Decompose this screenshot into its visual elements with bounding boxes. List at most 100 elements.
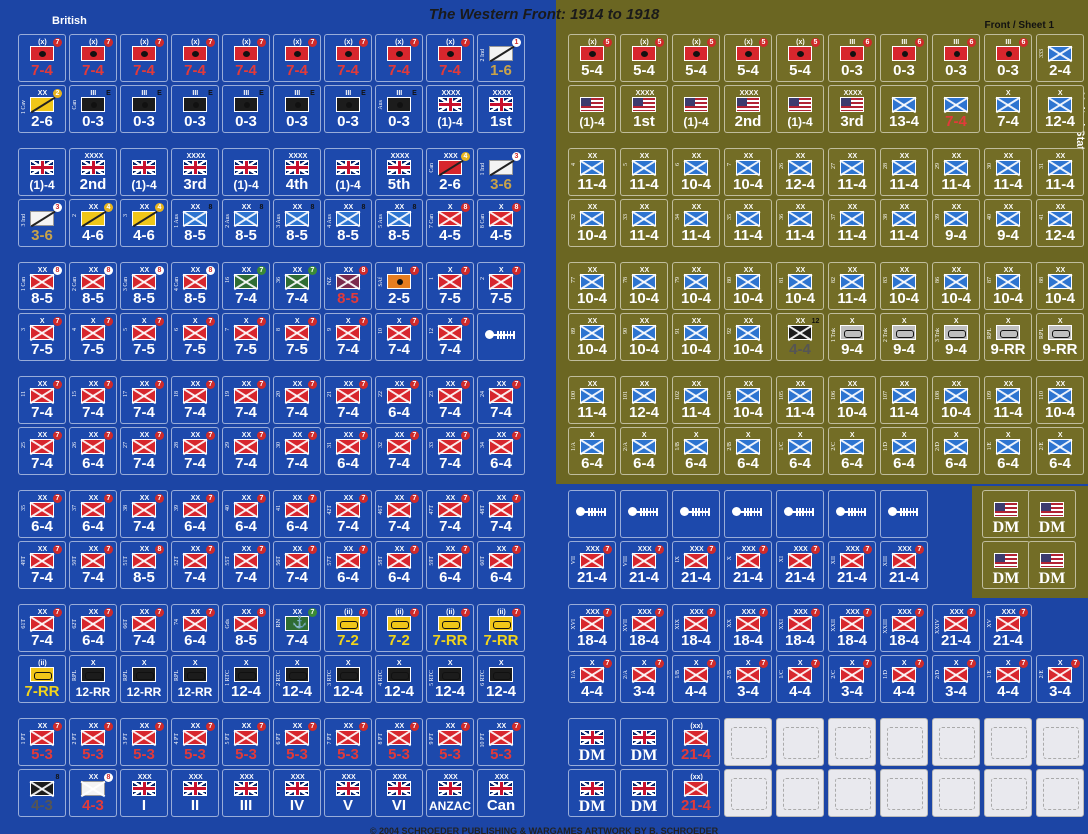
unit-counter[interactable]: XX 38 7 7-4 — [120, 490, 168, 538]
unit-counter[interactable]: XX 48T 7 7-4 — [477, 490, 525, 538]
unit-counter[interactable]: (x) 7 7-4 — [375, 34, 423, 82]
unit-counter[interactable]: XXXX 5th — [375, 148, 423, 196]
unit-counter[interactable]: XX 6 10-4 — [672, 148, 720, 196]
unit-counter[interactable]: XXX VIII 7 21-4 — [620, 541, 668, 589]
unit-counter[interactable]: XX 1 Aus 8 8-5 — [171, 199, 219, 247]
unit-counter[interactable]: XX 28 7 7-4 — [171, 427, 219, 475]
unit-counter[interactable]: XX 8 4-3 — [69, 769, 117, 817]
unit-counter[interactable]: XX 108 10-4 — [932, 376, 980, 424]
unit-counter[interactable]: X 1/A 7 4-4 — [568, 655, 616, 703]
unit-counter[interactable]: DM — [1028, 541, 1076, 589]
unit-counter[interactable]: X 1/A 6-4 — [568, 427, 616, 475]
unit-counter[interactable]: XX 16 7 7-4 — [222, 262, 270, 310]
blank-counter[interactable] — [724, 769, 772, 817]
unit-counter[interactable]: XX 41 7 6-4 — [273, 490, 321, 538]
blank-counter[interactable] — [932, 769, 980, 817]
unit-counter[interactable]: XX 58T 7 6-4 — [375, 541, 423, 589]
unit-counter[interactable]: III SAf 7 2-5 — [375, 262, 423, 310]
unit-counter[interactable]: DM — [1028, 490, 1076, 538]
unit-counter[interactable]: (x) 5 5-4 — [672, 34, 720, 82]
unit-counter[interactable]: DM — [568, 718, 616, 766]
unit-counter[interactable]: XX 10 PT 7 5-3 — [477, 718, 525, 766]
unit-counter[interactable]: XX 6 PT 7 5-3 — [273, 718, 321, 766]
unit-counter[interactable]: XX 80 10-4 — [724, 262, 772, 310]
unit-counter[interactable]: XX 81 10-4 — [776, 262, 824, 310]
unit-counter[interactable]: X 12 7 7-4 — [426, 313, 474, 361]
unit-counter[interactable]: XX 30 7 7-4 — [273, 427, 321, 475]
unit-counter[interactable]: XX 32 10-4 — [568, 199, 616, 247]
unit-counter[interactable]: XX 50T 7 7-4 — [69, 541, 117, 589]
unit-counter[interactable]: X 2/C 6-4 — [828, 427, 876, 475]
unit-counter[interactable]: XXXX 2nd — [724, 85, 772, 133]
unit-counter[interactable]: XXX Can 4 2-6 — [426, 148, 474, 196]
unit-counter[interactable]: XX 4 PT 7 5-3 — [171, 718, 219, 766]
unit-counter[interactable]: XX 37 7 6-4 — [69, 490, 117, 538]
unit-counter[interactable]: XXXX 2nd — [69, 148, 117, 196]
unit-counter[interactable]: X 1/B 7 4-4 — [672, 655, 720, 703]
unit-counter[interactable]: (1)-4 — [120, 148, 168, 196]
unit-counter[interactable]: XXX V — [324, 769, 372, 817]
unit-counter[interactable]: (x) 7 7-4 — [273, 34, 321, 82]
unit-counter[interactable]: (1)-4 — [324, 148, 372, 196]
unit-counter[interactable]: XXX II — [171, 769, 219, 817]
unit-counter[interactable]: (xx) 21-4 — [672, 718, 720, 766]
unit-counter[interactable]: XXX IV — [273, 769, 321, 817]
blank-counter[interactable] — [984, 769, 1032, 817]
unit-counter[interactable]: (x) 5 5-4 — [776, 34, 824, 82]
unit-counter[interactable]: XX 12 4-4 — [776, 313, 824, 361]
unit-counter[interactable]: XX 33 7 7-4 — [426, 427, 474, 475]
unit-counter[interactable]: XXX XVI 7 18-4 — [568, 604, 616, 652]
unit-counter[interactable]: XX 4 Can 8 8-5 — [171, 262, 219, 310]
unit-counter[interactable]: 3 Ind 3 3-6 — [18, 199, 66, 247]
unit-counter[interactable]: 333 2-4 — [1036, 34, 1084, 82]
unit-counter[interactable]: XX 23 7 7-4 — [426, 376, 474, 424]
unit-counter[interactable]: XX 29 7 7-4 — [222, 427, 270, 475]
marker-counter[interactable] — [828, 490, 876, 538]
unit-counter[interactable]: XX 30 11-4 — [984, 148, 1032, 196]
unit-counter[interactable]: (x) 5 5-4 — [724, 34, 772, 82]
unit-counter[interactable]: XXXX (1)-4 — [426, 85, 474, 133]
unit-counter[interactable]: III 6 0-3 — [880, 34, 928, 82]
unit-counter[interactable]: XX 42T 7 7-4 — [324, 490, 372, 538]
unit-counter[interactable]: XX 3 PT 7 5-3 — [120, 718, 168, 766]
unit-counter[interactable]: XX 33 11-4 — [620, 199, 668, 247]
unit-counter[interactable]: XX RN 7 7-4 — [273, 604, 321, 652]
unit-counter[interactable]: 13-4 — [880, 85, 928, 133]
unit-counter[interactable]: X RPL 12-RR — [171, 655, 219, 703]
unit-counter[interactable]: XX 56T 7 7-4 — [273, 541, 321, 589]
unit-counter[interactable]: (x) 7 7-4 — [171, 34, 219, 82]
unit-counter[interactable]: X 1 7 7-5 — [426, 262, 474, 310]
unit-counter[interactable]: XX 17 7 7-4 — [120, 376, 168, 424]
unit-counter[interactable]: XX 52T 7 7-4 — [171, 541, 219, 589]
unit-counter[interactable]: XXX XVII 7 18-4 — [620, 604, 668, 652]
unit-counter[interactable]: (x) 5 5-4 — [568, 34, 616, 82]
unit-counter[interactable]: XX 102 11-4 — [672, 376, 720, 424]
unit-counter[interactable]: X 10 7 7-4 — [375, 313, 423, 361]
unit-counter[interactable]: XX 110 10-4 — [1036, 376, 1084, 424]
unit-counter[interactable]: XXXX 4th — [273, 148, 321, 196]
unit-counter[interactable]: XX 18 7 7-4 — [171, 376, 219, 424]
unit-counter[interactable]: 1 Ind 3 3-6 — [477, 148, 525, 196]
unit-counter[interactable]: XX 109 11-4 — [984, 376, 1032, 424]
unit-counter[interactable]: XX 74 7 6-4 — [171, 604, 219, 652]
unit-counter[interactable]: 7-4 — [932, 85, 980, 133]
unit-counter[interactable]: X RPL 12-RR — [120, 655, 168, 703]
unit-counter[interactable]: XX 7 PT 7 5-3 — [324, 718, 372, 766]
unit-counter[interactable]: XX 92 10-4 — [724, 313, 772, 361]
unit-counter[interactable]: X 3 Tnk 9-4 — [932, 313, 980, 361]
unit-counter[interactable]: (ii) 7 7-RR — [426, 604, 474, 652]
unit-counter[interactable]: XX 49T 7 7-4 — [18, 541, 66, 589]
unit-counter[interactable]: X 1/C 7 4-4 — [776, 655, 824, 703]
unit-counter[interactable]: XX 77 10-4 — [568, 262, 616, 310]
unit-counter[interactable]: (x) 7 7-4 — [69, 34, 117, 82]
unit-counter[interactable]: XX 3 4 4-6 — [120, 199, 168, 247]
blank-counter[interactable] — [880, 718, 928, 766]
unit-counter[interactable]: XX 4 Aus 8 8-5 — [324, 199, 372, 247]
unit-counter[interactable]: X 8 7 7-5 — [273, 313, 321, 361]
unit-counter[interactable]: XXX XXI 7 18-4 — [776, 604, 824, 652]
unit-counter[interactable]: XX 88 10-4 — [1036, 262, 1084, 310]
